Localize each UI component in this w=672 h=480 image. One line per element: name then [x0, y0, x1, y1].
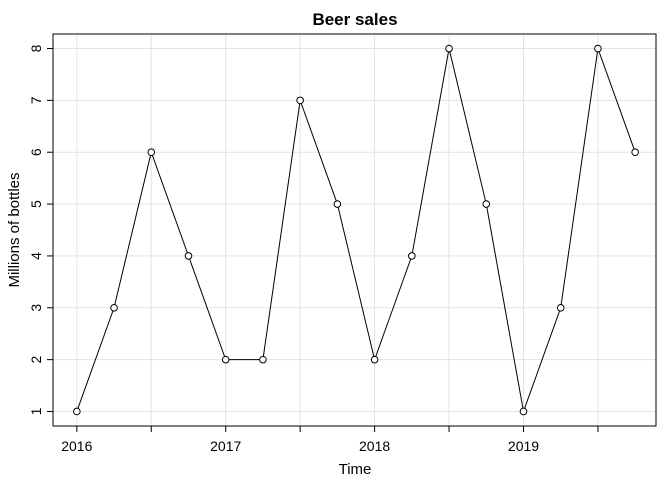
data-point: [519, 407, 528, 416]
y-tick-label: 7: [28, 96, 44, 104]
y-tick-label: 8: [28, 44, 44, 52]
data-point: [110, 303, 118, 312]
x-tick-label: 2018: [359, 438, 390, 454]
data-point: [296, 96, 304, 105]
grid: [53, 34, 656, 426]
y-tick-label: 5: [28, 200, 44, 208]
y-tick-label: 3: [28, 304, 44, 312]
data-point: [147, 148, 156, 157]
data-point: [333, 200, 342, 208]
data-point: [184, 252, 193, 260]
y-axis: 1 2 3 4 5 6 7 8: [28, 44, 53, 415]
data-point: [445, 44, 453, 53]
data-point: [259, 355, 267, 364]
plot-frame: [52, 33, 657, 427]
data-point: [408, 252, 416, 260]
y-tick-label: 2: [28, 356, 44, 364]
data-point: [631, 148, 639, 157]
data-point: [370, 355, 379, 364]
data-point: [594, 44, 602, 53]
x-tick-label: 2017: [210, 438, 241, 454]
x-tick-label: 2016: [61, 438, 92, 454]
y-tick-label: 6: [28, 148, 44, 156]
chart-title: Beer sales: [312, 10, 397, 29]
y-tick-label: 4: [28, 252, 44, 260]
data-point: [482, 200, 491, 208]
x-axis-label: Time: [339, 461, 372, 478]
y-axis-label: Millions of bottles: [6, 172, 23, 287]
series-line: [76, 48, 636, 414]
data-point: [73, 407, 81, 416]
data-point: [221, 355, 230, 364]
x-tick-label: 2019: [508, 438, 539, 454]
x-axis: 2016 2017 2018 2019: [61, 426, 599, 454]
series: [73, 44, 639, 416]
data-point: [556, 303, 565, 312]
y-tick-label: 1: [28, 407, 44, 415]
